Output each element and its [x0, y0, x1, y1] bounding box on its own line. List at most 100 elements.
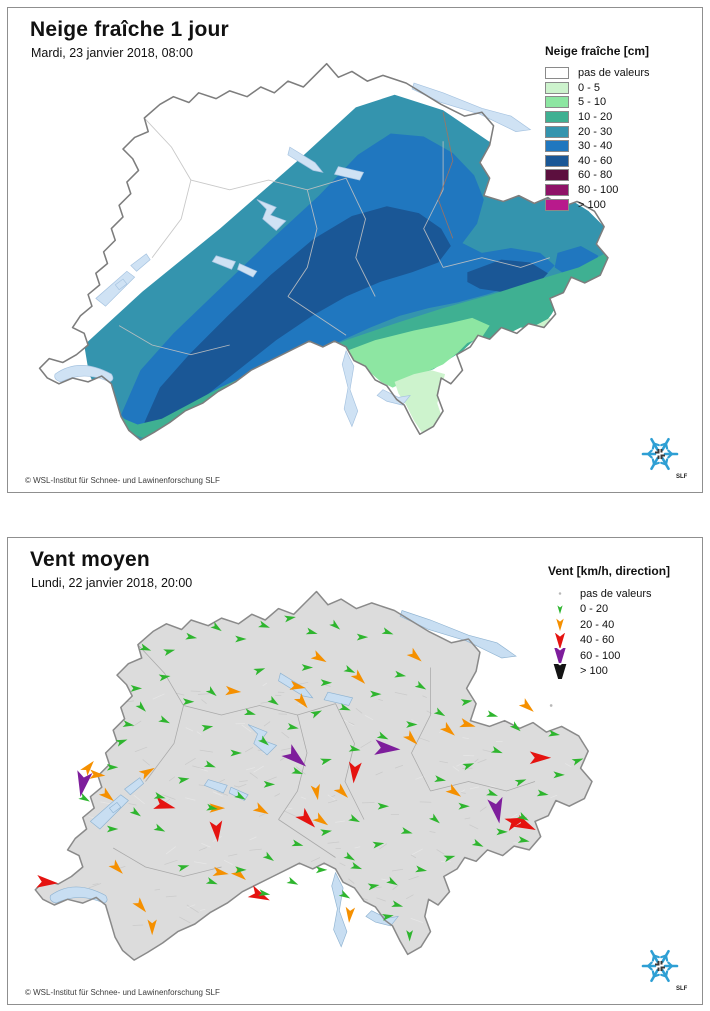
wind-arrow — [185, 632, 198, 640]
lake — [237, 263, 258, 278]
wind-stations — [36, 615, 584, 942]
wind-map-title: Vent moyen — [30, 548, 150, 571]
wind-arrow — [135, 701, 146, 712]
station-no-value — [549, 704, 553, 707]
legend-swatch — [545, 125, 569, 138]
wind-arrow — [267, 695, 279, 706]
wind-arrow — [77, 770, 93, 797]
wind-arrow — [486, 788, 498, 796]
wind-arrow — [289, 680, 306, 690]
lake — [287, 146, 324, 173]
wind-arrow — [310, 650, 327, 663]
wind-legend-item: > 100 — [548, 663, 670, 680]
wind-arrow — [284, 615, 296, 623]
snow-legend-item: 30 - 40 — [545, 139, 650, 154]
wind-arrow — [400, 827, 413, 834]
wind-arrow — [536, 789, 549, 797]
wind-arrow — [210, 621, 222, 632]
wind-arrow — [406, 647, 422, 662]
wind-arrow — [305, 627, 318, 635]
lake — [95, 270, 136, 307]
wind-arrow — [89, 769, 106, 779]
snow-map-panel: Neige fraîche 1 jour Mardi, 23 janvier 2… — [7, 7, 703, 493]
wind-arrow — [230, 866, 246, 880]
wind-arrow — [252, 802, 269, 815]
wind-arrow — [258, 620, 270, 628]
snow-map-subtitle: Mardi, 23 janvier 2018, 08:00 — [31, 46, 193, 60]
wind-legend-item: 20 - 40 — [548, 617, 670, 633]
wind-arrow — [115, 739, 128, 747]
wind-arrow — [343, 665, 356, 673]
wind-arrow — [153, 823, 166, 832]
wind-arrow — [147, 919, 157, 936]
wind-arrow — [177, 777, 190, 784]
wind-arrow — [381, 627, 394, 635]
lake — [130, 253, 151, 272]
wind-arrow — [80, 760, 94, 776]
wind-arrow — [163, 649, 176, 657]
wind-arrow — [243, 708, 256, 716]
legend-label: 60 - 80 — [578, 169, 613, 182]
wind-copyright: © WSL-Institut für Schnee- und Lawinenfo… — [25, 988, 220, 997]
wind-arrow — [443, 855, 456, 863]
wind-arrow — [281, 744, 307, 767]
wind-arrow — [262, 851, 274, 861]
lake — [333, 166, 365, 181]
wind-arrow — [571, 758, 584, 766]
country-border — [34, 590, 593, 961]
wind-arrow — [428, 813, 440, 824]
wind-arrow — [139, 643, 152, 651]
wind-arrow — [286, 723, 299, 730]
wind-arrow — [291, 766, 304, 775]
wind-arrow — [487, 796, 503, 824]
lake — [247, 724, 278, 756]
wind-legend-item: 0 - 20 — [548, 602, 670, 618]
wind-arrow — [518, 698, 534, 712]
wind-arrow — [345, 906, 356, 923]
wind-arrow — [370, 690, 382, 698]
lake — [323, 691, 354, 706]
wind-arrow — [235, 635, 247, 643]
wind-arrow — [310, 783, 320, 801]
snow-legend-title: Neige fraîche [cm] — [545, 44, 650, 58]
legend-label: 5 - 10 — [578, 96, 607, 109]
wind-arrow-icon — [556, 618, 564, 632]
wind-arrow — [548, 729, 560, 737]
country-border — [38, 62, 609, 441]
wind-arrow — [78, 792, 90, 802]
wind-arrow — [350, 861, 363, 870]
wind-arrow — [338, 889, 351, 899]
wind-arrow — [132, 897, 147, 913]
wind-arrow — [376, 731, 389, 740]
wind-arrow — [434, 775, 446, 783]
wind-arrow — [247, 885, 270, 901]
lake — [331, 871, 348, 948]
snow-map-title: Neige fraîche 1 jour — [30, 18, 229, 41]
wind-arrow — [234, 791, 246, 800]
legend-swatch — [545, 154, 569, 167]
snow-legend-item: > 100 — [545, 197, 650, 212]
legend-swatch — [545, 96, 569, 109]
wind-arrow-icon — [557, 605, 563, 614]
wind-legend-title: Vent [km/h, direction] — [548, 564, 671, 578]
wind-arrow — [517, 836, 530, 843]
wind-arrow — [253, 668, 266, 676]
wind-arrow — [514, 779, 527, 787]
wind-map-group — [34, 590, 593, 961]
wind-arrow — [320, 829, 332, 837]
wind-arrow — [106, 763, 119, 771]
wind-arrow — [415, 865, 427, 873]
wind-arrow — [439, 721, 455, 736]
wind-arrow — [310, 710, 323, 719]
wind-arrow — [391, 900, 404, 907]
snow-copyright: © WSL-Institut für Schnee- und Lawinenfo… — [25, 476, 220, 485]
snow-map — [38, 62, 609, 441]
wind-arrow — [350, 669, 366, 684]
wind-legend-item: pas de valeurs — [548, 586, 670, 602]
legend-label: 10 - 20 — [578, 111, 613, 124]
wind-arrow — [471, 838, 484, 847]
legend-label: 20 - 40 — [580, 618, 615, 631]
wind-arrow — [301, 664, 314, 671]
wind-arrow — [212, 866, 229, 877]
wind-arrow — [153, 792, 166, 799]
